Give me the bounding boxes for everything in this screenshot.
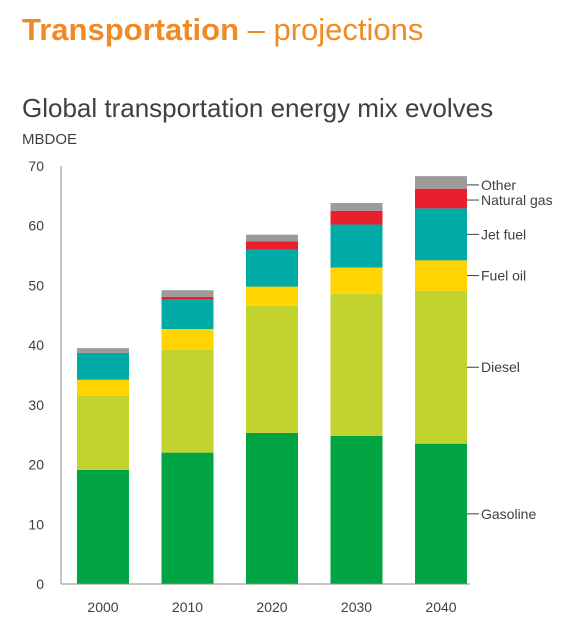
y-tick-label: 70 [28,158,44,174]
y-tick-label: 30 [28,397,44,413]
bar-segment-gasoline-2010 [161,452,214,584]
bar-segment-natural-gas-2010 [161,296,214,300]
bar-segment-other-2020 [246,234,298,242]
bar-segment-fuel-oil-2040 [415,260,467,291]
bar-segment-fuel-oil-2000 [77,379,129,396]
y-tick-label: 10 [28,516,44,532]
bar-segment-diesel-2020 [246,305,298,433]
bar-segment-other-2040 [415,176,467,189]
y-tick-label: 50 [28,277,44,293]
bar-segment-jet-fuel-2040 [415,208,467,261]
x-tick-label: 2020 [256,599,287,615]
bar-segment-natural-gas-2040 [415,188,467,209]
bar-segment-diesel-2010 [161,349,214,453]
section-header-topic: Transportation [22,12,240,47]
bar-segment-other-2030 [330,203,383,211]
bar-segment-jet-fuel-2030 [330,224,383,268]
legend-label-natural-gas: Natural gas [481,192,553,208]
x-tick-label: 2000 [87,599,118,615]
bar-segment-jet-fuel-2010 [161,299,214,330]
legend-label-other: Other [481,177,516,193]
chart-title: Global transportation energy mix evolves [22,93,494,123]
bar-segment-other-2010 [161,290,214,297]
legend-label-diesel: Diesel [481,359,520,375]
bar-segment-gasoline-2030 [330,435,383,584]
section-header: Transportation – projections [22,12,423,48]
bar-segment-gasoline-2040 [415,443,467,584]
bar-segment-natural-gas-2030 [330,210,383,225]
legend-label-fuel-oil: Fuel oil [481,268,526,284]
bar-segment-gasoline-2020 [246,432,298,584]
section-header-subtitle: – projections [239,12,424,47]
legend-label-gasoline: Gasoline [481,506,536,522]
y-axis-unit-label: MBDOE [22,131,78,148]
bar-segment-fuel-oil-2010 [161,329,214,350]
bar-segment-diesel-2040 [415,290,467,444]
bar-segment-fuel-oil-2030 [330,267,383,294]
bar-segment-other-2000 [77,348,129,353]
y-tick-label: 40 [28,337,44,353]
y-tick-label: 20 [28,457,44,473]
y-tick-label: 60 [28,218,44,234]
bar-segment-jet-fuel-2020 [246,249,298,287]
x-tick-label: 2010 [172,599,203,615]
bar-segment-jet-fuel-2000 [77,352,129,380]
bar-segment-natural-gas-2020 [246,241,298,250]
bar-segment-diesel-2030 [330,293,383,436]
y-tick-label: 0 [36,576,44,592]
x-tick-label: 2040 [425,599,456,615]
legend-label-jet-fuel: Jet fuel [481,226,526,242]
x-tick-label: 2030 [341,599,372,615]
bar-segment-gasoline-2000 [77,469,129,584]
bar-segment-fuel-oil-2020 [246,286,298,306]
bar-segment-diesel-2000 [77,395,129,470]
